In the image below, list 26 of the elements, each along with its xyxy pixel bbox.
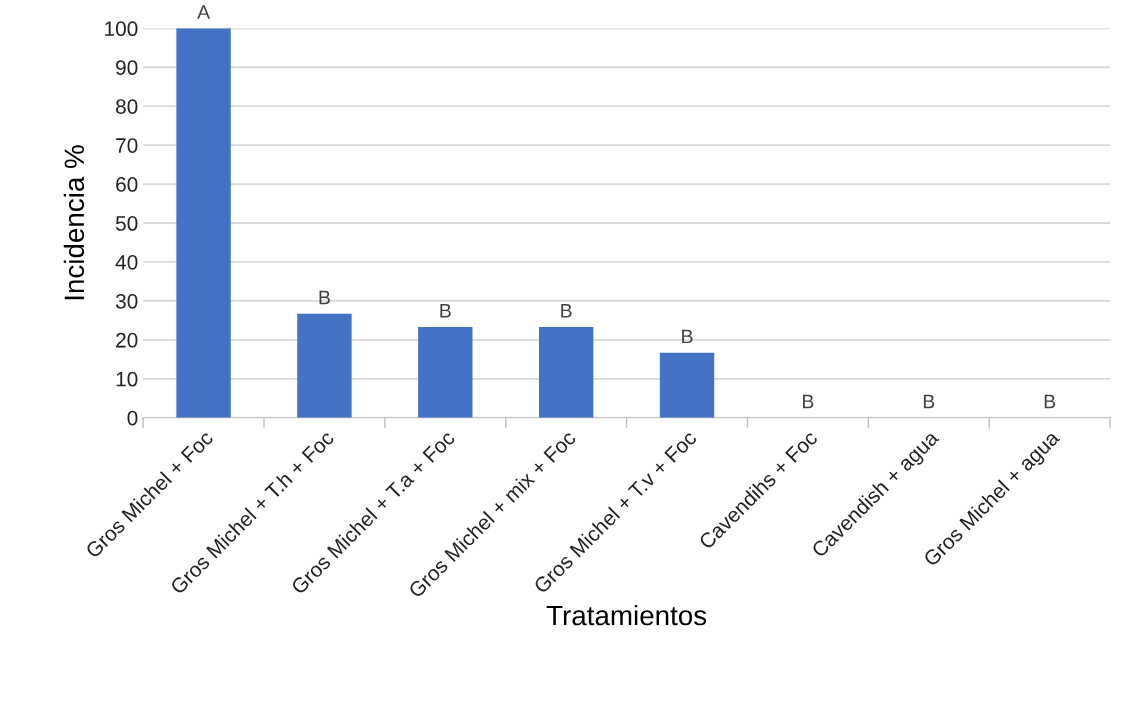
y-tick-label: 20 [116, 332, 138, 348]
bar [538, 326, 594, 418]
y-tick-label: 30 [115, 293, 138, 309]
bar [418, 326, 473, 418]
y-tick-label: 0 [127, 410, 138, 426]
bar [297, 313, 352, 418]
y-axis-title: Incidencia % [63, 145, 85, 300]
y-tick-label: 80 [116, 99, 138, 114]
annotation: B [803, 394, 814, 409]
y-tick-label: 100 [105, 21, 138, 37]
annotation: B [319, 290, 330, 305]
y-tick-label: 60 [116, 177, 138, 192]
annotation: B [561, 304, 572, 318]
bar [176, 28, 231, 418]
x-axis-title: Tratamientos [546, 604, 707, 626]
annotation: B [682, 329, 693, 344]
y-tick-label: 50 [115, 216, 138, 231]
y-tick-label: 70 [116, 138, 138, 153]
annotation: B [440, 304, 451, 318]
annotation: A [197, 5, 211, 19]
annotation: B [923, 394, 935, 409]
bar [659, 352, 715, 418]
y-tick-label: 40 [115, 254, 138, 270]
y-tick-label: 90 [116, 60, 138, 76]
annotation: B [1044, 394, 1056, 409]
y-tick-label: 10 [116, 371, 138, 387]
